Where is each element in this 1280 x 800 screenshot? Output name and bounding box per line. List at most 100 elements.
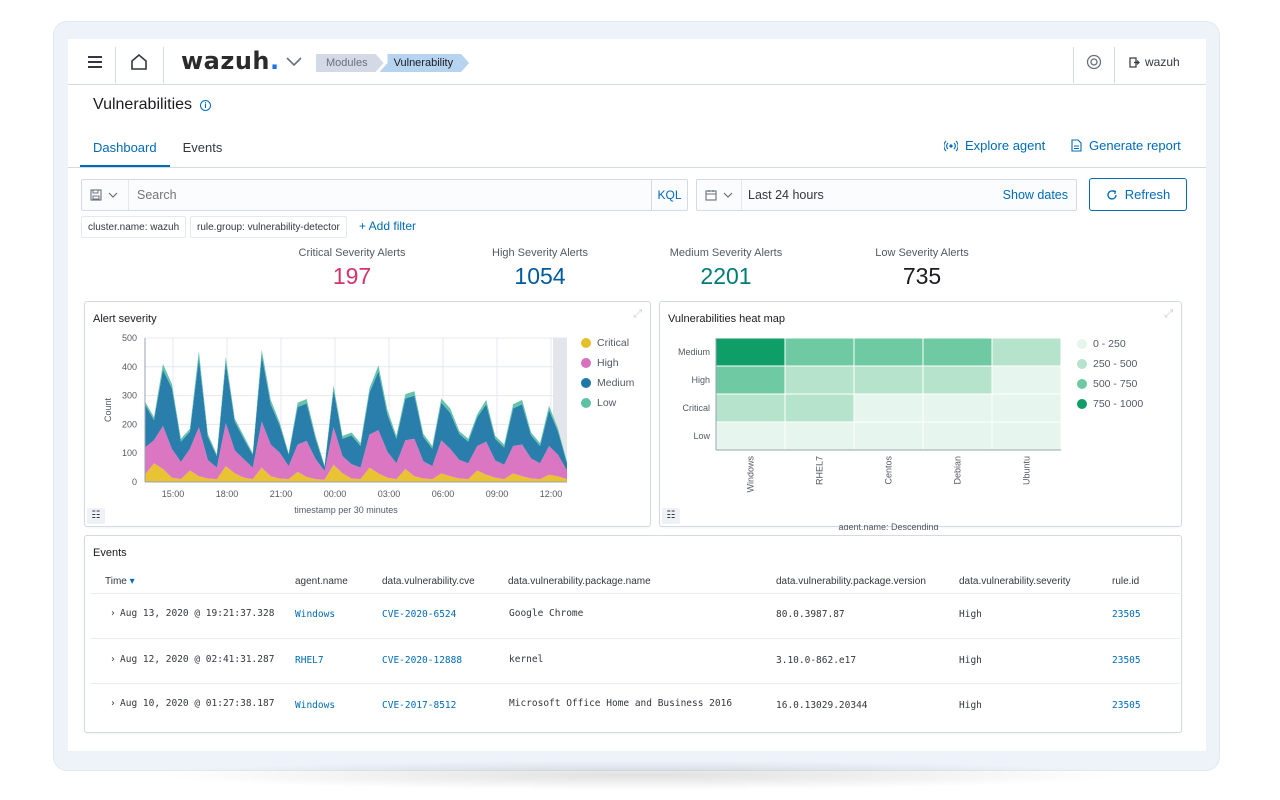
cell-rule-id[interactable]: 23505: [1112, 655, 1141, 666]
column-rule-id[interactable]: rule.id: [1112, 576, 1140, 587]
cell-rule-id[interactable]: 23505: [1112, 609, 1141, 620]
menu-icon[interactable]: [80, 39, 110, 85]
wazuh-logo[interactable]: wazuh.: [181, 47, 280, 75]
username: wazuh: [1145, 55, 1180, 69]
y-tick-label: High: [691, 375, 710, 385]
breadcrumb-vulnerability[interactable]: Vulnerability: [380, 54, 470, 72]
search-input[interactable]: [132, 181, 652, 209]
heat-cell: [991, 337, 1062, 367]
expand-icon[interactable]: ⤢: [1164, 308, 1173, 320]
user-menu[interactable]: wazuh: [1129, 55, 1180, 69]
metric-high[interactable]: High Severity Alerts 1054: [450, 247, 630, 290]
metric-low-label: Low Severity Alerts: [875, 247, 969, 259]
metric-critical-label: Critical Severity Alerts: [298, 247, 406, 259]
column-time[interactable]: Time ▾: [105, 576, 135, 587]
refresh-button[interactable]: Refresh: [1089, 178, 1187, 211]
cell-time: Aug 13, 2020 @ 19:21:37.328: [120, 608, 275, 619]
breadcrumb-modules[interactable]: Modules: [316, 54, 384, 72]
cell-version: 3.10.0-862.e17: [776, 655, 857, 666]
column-package-name[interactable]: data.vulnerability.package.name: [508, 576, 651, 587]
chevron-down-icon: [108, 192, 118, 198]
x-tick-label: 15:00: [162, 489, 185, 499]
metric-low[interactable]: Low Severity Alerts 735: [832, 247, 1012, 290]
heat-cell: [784, 365, 855, 395]
cell-agent[interactable]: RHEL7: [295, 655, 324, 666]
column-severity[interactable]: data.vulnerability.severity: [959, 576, 1071, 587]
heat-map-panel: Vulnerabilities heat map ⤢ Medium High Cri…: [659, 301, 1182, 530]
legend-0-250[interactable]: 0 - 250: [1077, 338, 1126, 350]
heat-cell: [853, 365, 924, 395]
info-icon[interactable]: i: [200, 99, 212, 111]
toggle-legend-button[interactable]: ☷: [87, 508, 105, 524]
heat-cell: [853, 393, 924, 423]
expand-row-icon[interactable]: ›: [110, 608, 116, 619]
explore-agent-label: Explore agent: [965, 138, 1046, 153]
cell-severity: High: [959, 609, 982, 620]
x-tick-label: 21:00: [270, 489, 293, 499]
legend-medium[interactable]: Medium: [581, 377, 634, 389]
cell-cve[interactable]: CVE-2020-12888: [382, 655, 463, 666]
x-tick-label: 09:00: [486, 489, 509, 499]
x-tick-label: 18:00: [216, 489, 239, 499]
heat-cell: [715, 337, 786, 367]
toggle-legend-button[interactable]: ☷: [662, 508, 680, 524]
y-tick-label: 100: [122, 448, 137, 458]
page-title-text: Vulnerabilities: [93, 96, 193, 113]
date-range[interactable]: Last 24 hours: [748, 188, 824, 202]
legend-low[interactable]: Low: [581, 397, 616, 409]
metric-critical[interactable]: Critical Severity Alerts 197: [262, 247, 442, 290]
expand-row-icon[interactable]: ›: [110, 698, 116, 709]
alert-severity-panel: Alert severity ⤢ 0 100 200 300 400 500 15:00 18…: [84, 301, 651, 527]
legend-high[interactable]: High: [581, 357, 619, 369]
column-agent-name[interactable]: agent.name: [295, 576, 348, 587]
date-picker: Last 24 hours Show dates: [696, 179, 1077, 211]
filter-pill-rule-group[interactable]: rule.group: vulnerability-detector: [190, 216, 347, 238]
chevron-down-icon[interactable]: [282, 39, 306, 85]
expand-row-icon[interactable]: ›: [110, 654, 116, 665]
metric-high-value: 1054: [514, 263, 566, 289]
explore-agent-button[interactable]: Explore agent: [944, 138, 1045, 153]
add-filter-button[interactable]: + Add filter: [359, 219, 417, 233]
legend-critical[interactable]: Critical: [581, 337, 629, 349]
refresh-icon: [1107, 189, 1117, 200]
filter-pill-cluster[interactable]: cluster.name: wazuh: [81, 216, 187, 238]
cell-cve[interactable]: CVE-2017-8512: [382, 700, 457, 711]
home-icon[interactable]: [123, 39, 155, 85]
cell-package: kernel: [509, 654, 544, 665]
heat-cell: [784, 421, 855, 451]
cell-rule-id[interactable]: 23505: [1112, 700, 1141, 711]
legend-750-1000[interactable]: 750 - 1000: [1077, 398, 1143, 410]
show-dates-link[interactable]: Show dates: [1002, 188, 1068, 202]
help-icon[interactable]: [1082, 39, 1106, 85]
heat-cell: [715, 421, 786, 451]
column-cve[interactable]: data.vulnerability.cve: [382, 576, 475, 587]
metric-high-label: High Severity Alerts: [492, 247, 588, 259]
metric-medium[interactable]: Medium Severity Alerts 2201: [636, 247, 816, 290]
x-tick-label: Windows: [746, 456, 756, 493]
cell-agent[interactable]: Windows: [295, 609, 336, 620]
area-series-critical: [145, 463, 567, 482]
app-window: wazuh. Modules Vulnerability wazuh Vulne…: [68, 39, 1206, 751]
heat-cell: [991, 421, 1062, 451]
heat-cell: [715, 365, 786, 395]
legend-500-750[interactable]: 500 - 750: [1077, 378, 1137, 390]
quick-date-button[interactable]: [705, 189, 733, 201]
column-package-version[interactable]: data.vulnerability.package.version: [776, 576, 926, 587]
cell-agent[interactable]: Windows: [295, 700, 336, 711]
tab-dashboard[interactable]: Dashboard: [80, 127, 170, 167]
events-panel: Events: [84, 535, 1182, 733]
legend-250-500[interactable]: 250 - 500: [1077, 358, 1137, 370]
area-series-medium: [145, 355, 567, 472]
x-tick-label: 03:00: [378, 489, 401, 499]
breadcrumb: Modules Vulnerability: [316, 54, 471, 72]
y-tick-label: 400: [122, 362, 137, 372]
cell-cve[interactable]: CVE-2020-6524: [382, 609, 457, 620]
generate-report-button[interactable]: Generate report: [1071, 138, 1181, 153]
tab-events[interactable]: Events: [182, 140, 223, 155]
expand-icon[interactable]: ⤢: [633, 308, 642, 320]
y-tick-label: Low: [693, 431, 710, 441]
saved-query-button[interactable]: [90, 189, 118, 201]
kql-toggle[interactable]: KQL: [651, 180, 687, 210]
heat-cell: [922, 337, 993, 367]
y-tick-label: 300: [122, 391, 137, 401]
